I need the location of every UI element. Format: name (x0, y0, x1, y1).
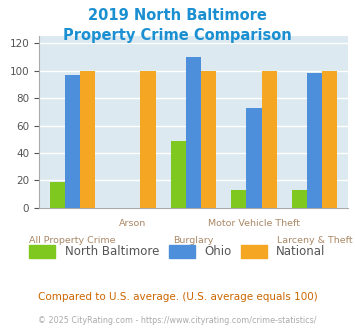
Bar (50, 182, 65, 208)
Bar (65, 75, 80, 208)
Bar (171, 141, 186, 208)
Bar (80, 71, 95, 208)
Text: Burglary: Burglary (173, 236, 214, 245)
Bar (322, 71, 337, 208)
Text: © 2025 CityRating.com - https://www.cityrating.com/crime-statistics/: © 2025 CityRating.com - https://www.city… (38, 316, 317, 325)
Bar (201, 71, 216, 208)
Bar (292, 190, 307, 208)
Text: Motor Vehicle Theft: Motor Vehicle Theft (208, 219, 300, 228)
Bar (262, 71, 277, 208)
Legend: North Baltimore, Ohio, National: North Baltimore, Ohio, National (25, 240, 330, 263)
Bar (246, 108, 262, 208)
Text: 2019 North Baltimore: 2019 North Baltimore (88, 8, 267, 23)
Text: Arson: Arson (119, 219, 147, 228)
Bar (231, 190, 246, 208)
Text: Property Crime Comparison: Property Crime Comparison (63, 28, 292, 43)
Text: Compared to U.S. average. (U.S. average equals 100): Compared to U.S. average. (U.S. average … (38, 292, 317, 302)
Bar (307, 73, 322, 208)
Text: Larceny & Theft: Larceny & Theft (277, 236, 353, 245)
Bar (186, 57, 201, 208)
Bar (141, 71, 155, 208)
Text: All Property Crime: All Property Crime (29, 236, 116, 245)
